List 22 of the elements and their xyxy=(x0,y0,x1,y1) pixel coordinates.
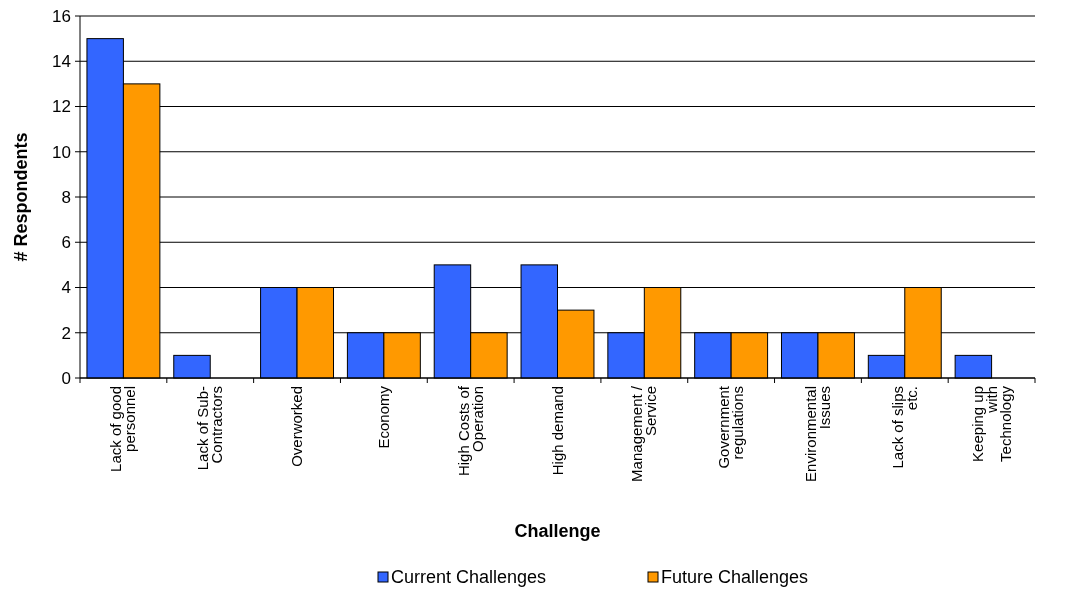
y-tick-label: 0 xyxy=(61,368,71,388)
y-tick-label: 4 xyxy=(61,278,71,298)
x-tick-label: Environmental Issues xyxy=(801,386,833,482)
x-tick-label: Economy xyxy=(374,385,392,449)
x-tick-label: Overworked xyxy=(288,386,306,467)
legend-label: Current Challenges xyxy=(391,567,547,587)
x-tick-label: Management / Service xyxy=(628,385,660,482)
y-tick-label: 14 xyxy=(52,52,71,72)
x-tick-label: High demand xyxy=(548,386,566,476)
y-tick-label: 6 xyxy=(61,233,71,253)
legend-label: Future Challenges xyxy=(661,567,809,587)
x-axis-title: Challenge xyxy=(514,521,601,541)
y-axis-title: # Respondents xyxy=(11,132,31,262)
y-tick-label: 16 xyxy=(52,6,71,26)
x-tick-label: Government regulations xyxy=(715,385,747,469)
x-tick-label: Lack of slips etc. xyxy=(888,386,920,469)
y-tick-label: 10 xyxy=(52,142,71,162)
x-tick-label: High Costs of Operation xyxy=(454,385,486,477)
y-tick-label: 2 xyxy=(61,323,71,343)
y-tick-label: 12 xyxy=(52,97,71,117)
x-tick-label: Lack of good personnel xyxy=(107,386,139,472)
y-tick-label: 8 xyxy=(61,187,71,207)
